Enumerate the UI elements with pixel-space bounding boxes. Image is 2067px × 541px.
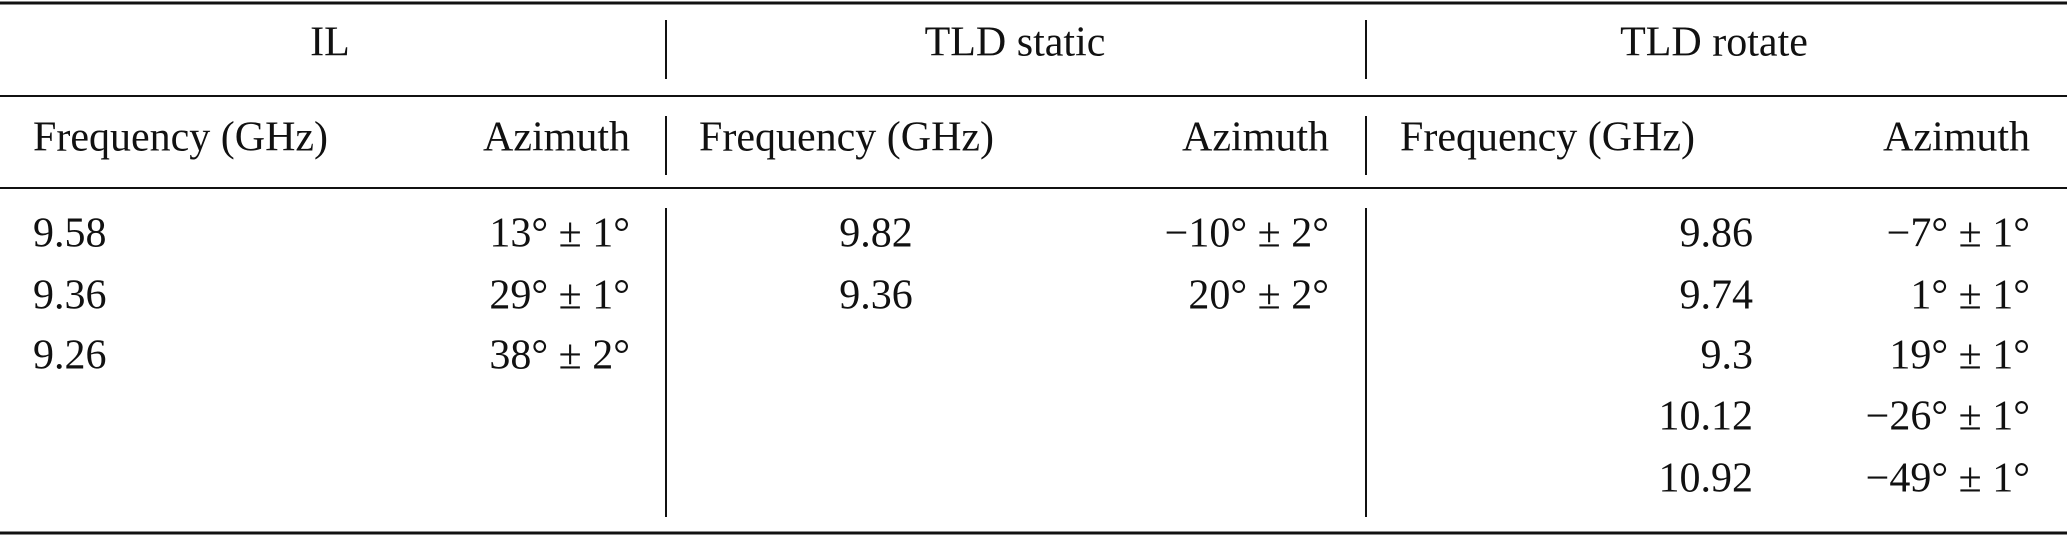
cell: 9.74 (1680, 273, 1754, 319)
cell: 1° ± 1° (1910, 273, 2030, 319)
column-separators (665, 20, 1367, 517)
cell: 29° ± 1° (489, 273, 630, 319)
cell: 9.82 (839, 211, 913, 257)
cell: 9.58 (33, 211, 107, 257)
cell: 9.36 (839, 273, 913, 319)
column-header: Frequency (GHz) (33, 115, 328, 161)
column-header: Azimuth (1883, 115, 2030, 161)
cell: −49° ± 1° (1866, 456, 2030, 502)
cell: 38° ± 2° (489, 333, 630, 379)
cell: −7° ± 1° (1887, 211, 2030, 257)
cell: −10° ± 2° (1165, 211, 1329, 257)
cell: 9.26 (33, 333, 107, 379)
cell: 20° ± 2° (1188, 273, 1329, 319)
cell: 9.3 (1701, 333, 1754, 379)
group-header: IL (310, 20, 350, 66)
group-header: TLD rotate (1620, 20, 1808, 66)
cell: −26° ± 1° (1866, 394, 2030, 440)
column-header: Azimuth (1182, 115, 1329, 161)
cell: 10.92 (1659, 456, 1754, 502)
column-header: Azimuth (483, 115, 630, 161)
cell: 9.36 (33, 273, 107, 319)
cell: 9.86 (1680, 211, 1754, 257)
column-header: Frequency (GHz) (699, 115, 994, 161)
group-header: TLD static (925, 20, 1106, 66)
column-header: Frequency (GHz) (1400, 115, 1695, 161)
cell: 19° ± 1° (1889, 333, 2030, 379)
cell: 13° ± 1° (489, 211, 630, 257)
cell: 10.12 (1659, 394, 1754, 440)
